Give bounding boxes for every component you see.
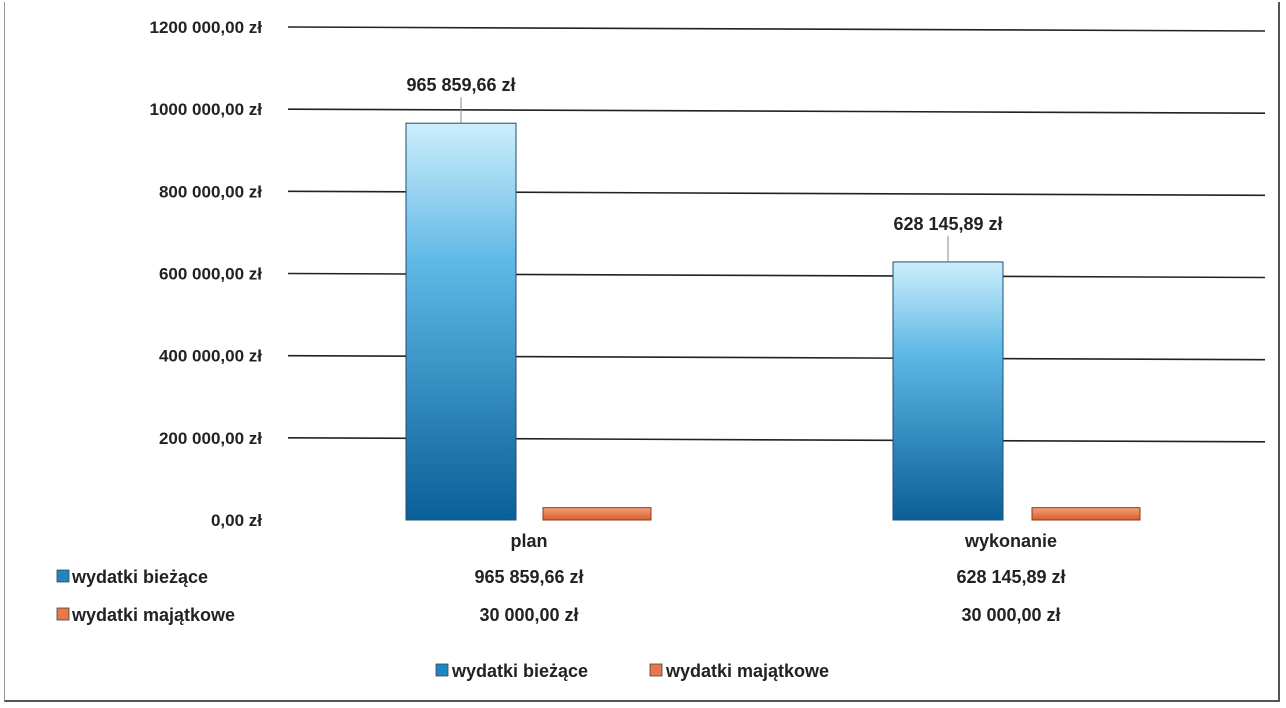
bar-wydatki-biezace <box>405 122 517 521</box>
bars <box>405 122 1141 521</box>
y-tick-label: 1000 000,00 zł <box>150 100 263 119</box>
y-tick-label: 1200 000,00 zł <box>150 18 263 37</box>
chart-frame <box>4 2 1280 702</box>
gridline <box>287 26 1266 32</box>
y-axis-ticks: 0,00 zł 200 000,00 zł 400 000,00 zł 600 000… <box>150 18 263 530</box>
data-label: 628 145,89 zł <box>893 214 1002 234</box>
y-tick-label: 0,00 zł <box>211 511 262 530</box>
table-cell: 965 859,66 zł <box>474 567 583 587</box>
y-tick-label: 600 000,00 zł <box>159 265 262 284</box>
data-table: wydatki bieżące 965 859,66 zł 628 145,89 z… <box>56 567 1066 625</box>
legend-swatch <box>649 663 663 677</box>
legend-swatch <box>435 663 449 677</box>
legend: wydatki bieżące wydatki majątkowe <box>435 661 829 681</box>
legend-label: wydatki bieżące <box>451 661 588 681</box>
table-series-name: wydatki bieżące <box>71 567 208 587</box>
category-labels: plan wykonanie <box>510 531 1057 551</box>
y-tick-label: 800 000,00 zł <box>159 182 262 201</box>
gridline <box>287 108 1266 114</box>
bar-wydatki-biezace <box>892 261 1004 521</box>
y-tick-label: 400 000,00 zł <box>159 347 262 366</box>
data-labels: 965 859,66 zł 628 145,89 zł <box>406 75 1003 262</box>
category-label: plan <box>510 531 547 551</box>
table-cell: 30 000,00 zł <box>961 605 1060 625</box>
bar-wydatki-majatkowe <box>542 507 652 521</box>
category-label: wykonanie <box>964 531 1057 551</box>
bar-wydatki-majatkowe <box>1031 507 1141 521</box>
y-tick-label: 200 000,00 zł <box>159 429 262 448</box>
legend-label: wydatki majątkowe <box>665 661 829 681</box>
table-cell: 30 000,00 zł <box>479 605 578 625</box>
table-series-swatch <box>56 569 70 583</box>
table-cell: 628 145,89 zł <box>956 567 1065 587</box>
data-label: 965 859,66 zł <box>406 75 515 95</box>
table-series-name: wydatki majątkowe <box>71 605 235 625</box>
table-series-swatch <box>56 607 70 621</box>
